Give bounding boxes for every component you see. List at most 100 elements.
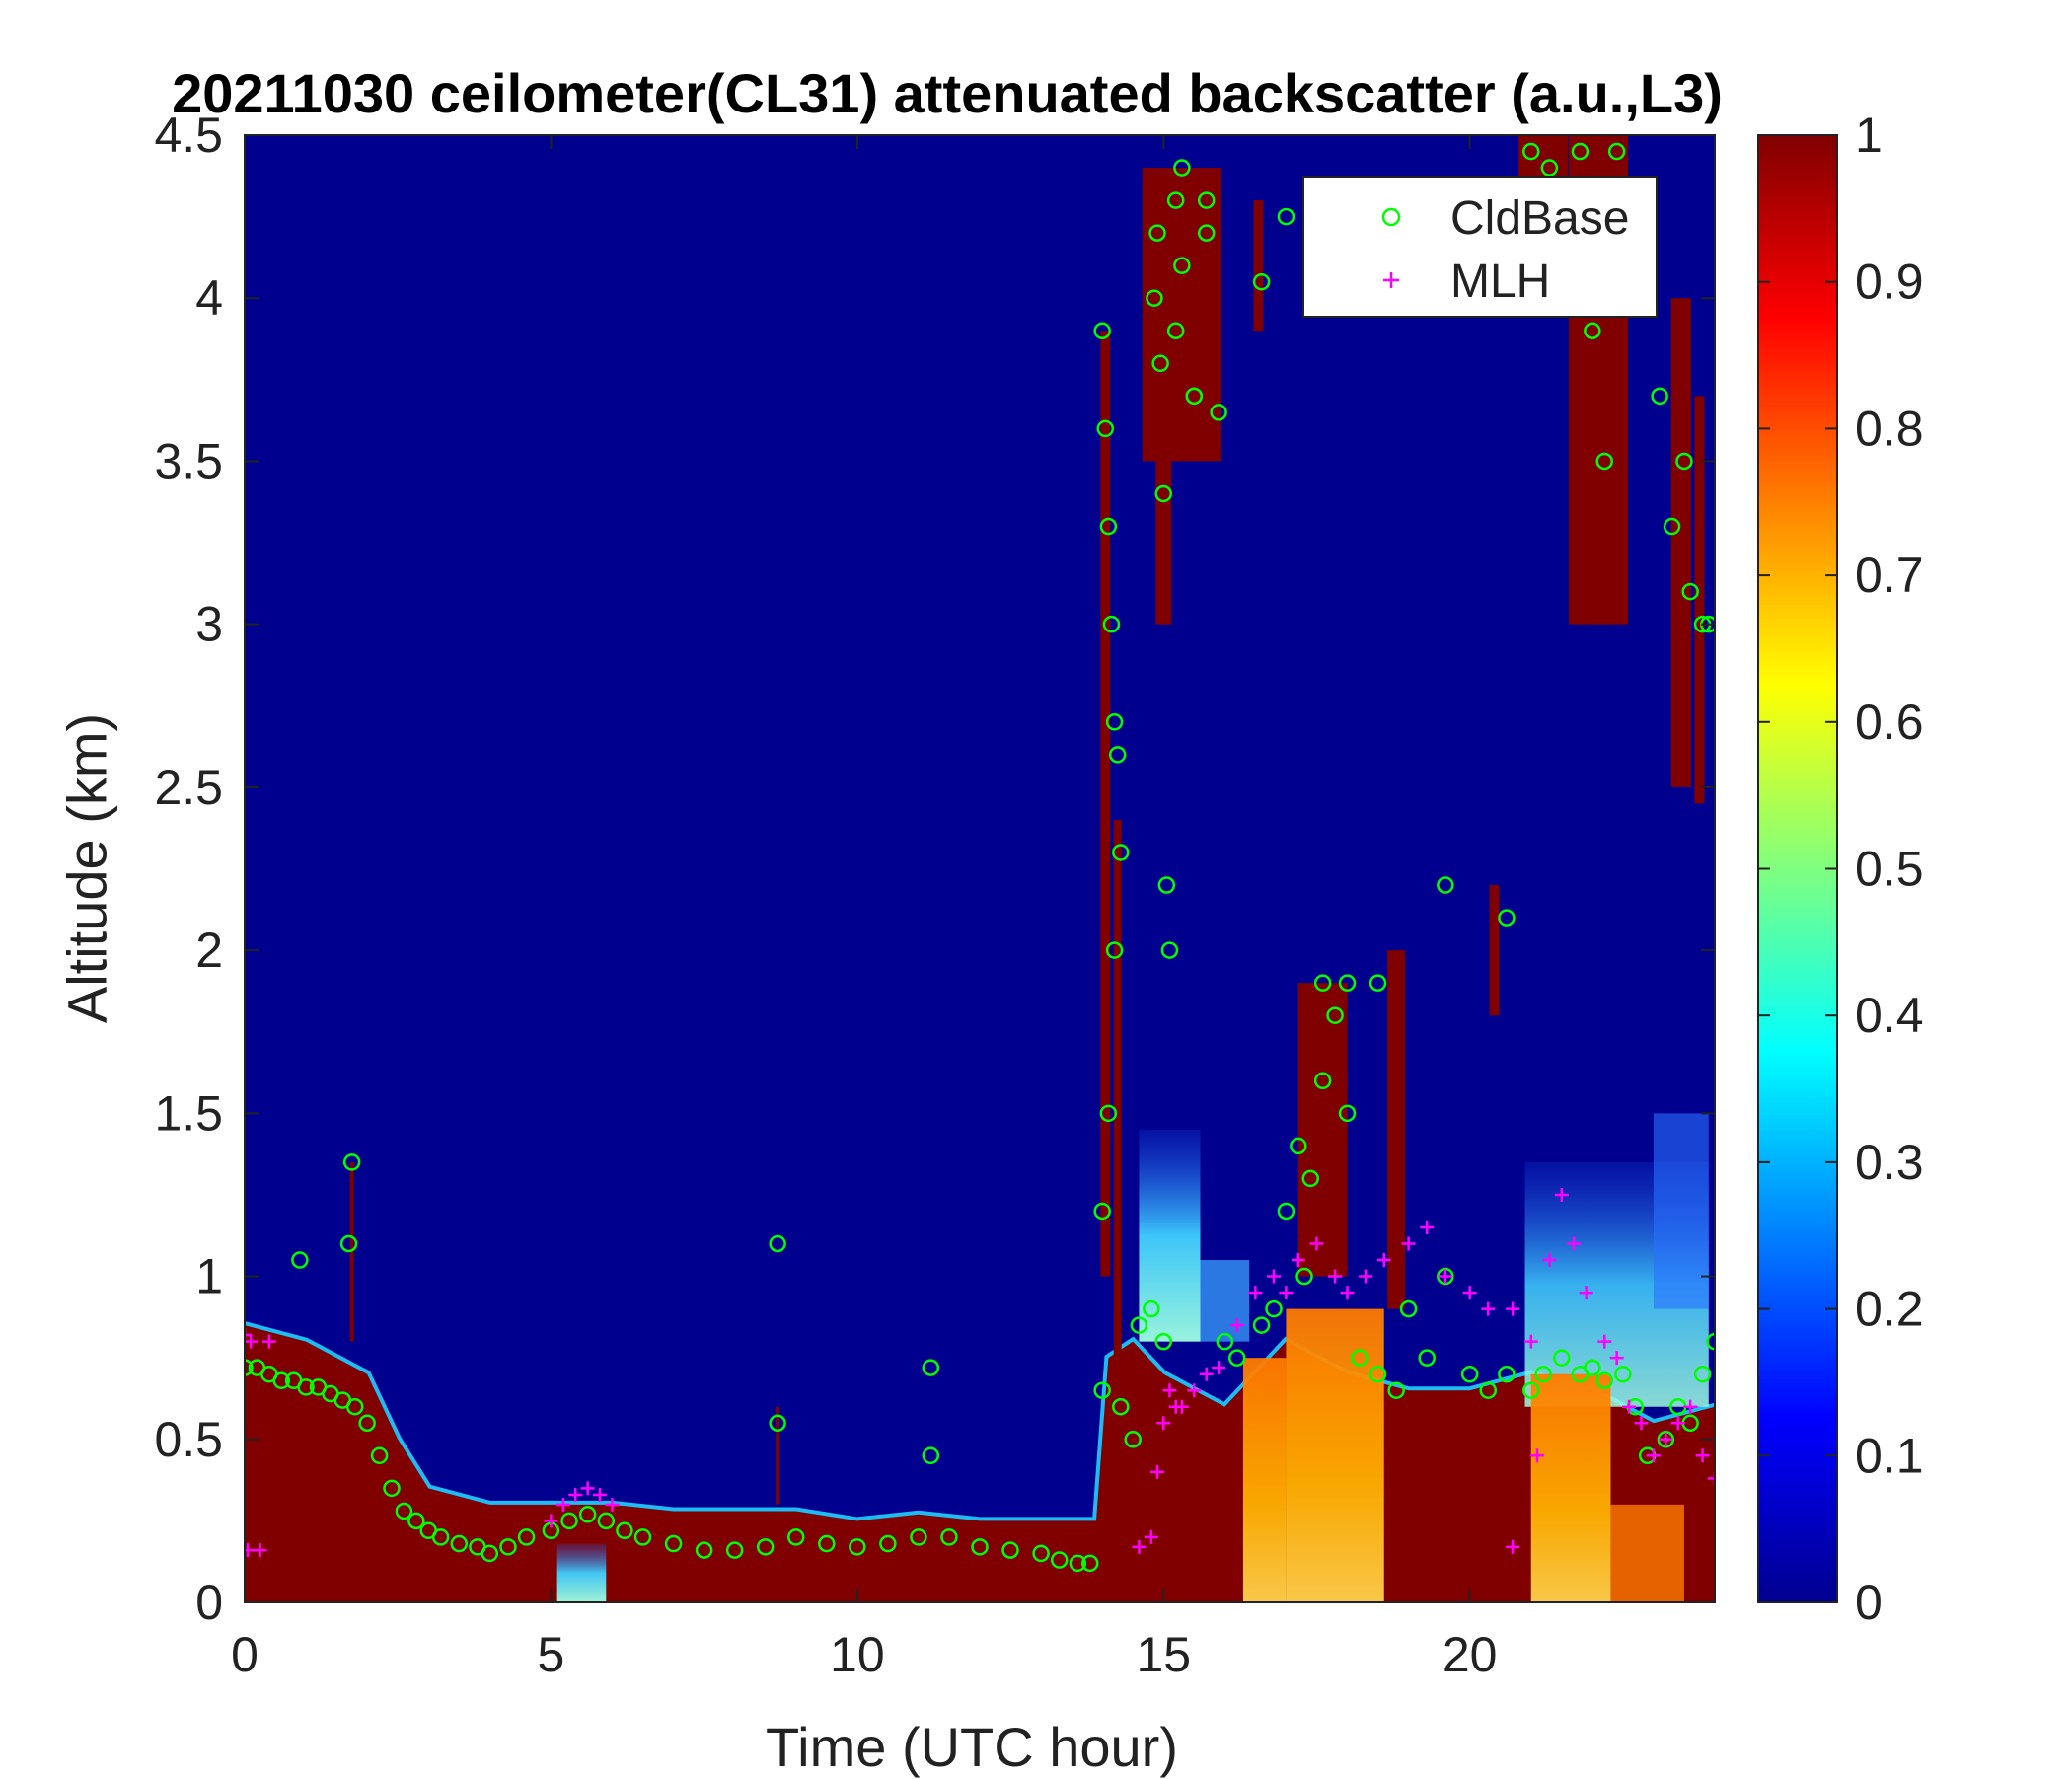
cldbase-point — [1277, 1202, 1295, 1221]
cldbase-point — [1437, 876, 1454, 894]
cldbase-point — [1498, 1365, 1516, 1383]
cldbase-point — [1614, 1365, 1632, 1383]
mlh-point — [1328, 1269, 1343, 1284]
y-tick-label: 4 — [195, 270, 223, 326]
y-tick-label: 0 — [195, 1575, 223, 1630]
cldbase-point — [1154, 484, 1172, 503]
cldbase-point — [1146, 289, 1163, 307]
mlh-point — [1174, 1399, 1189, 1414]
warm-column — [1530, 1373, 1611, 1602]
warm-column — [1286, 1308, 1384, 1602]
cldbase-point — [1540, 159, 1559, 177]
cloud-streak — [1100, 331, 1111, 1277]
mlh-point — [253, 1543, 267, 1558]
cldbase-point — [1130, 1316, 1148, 1334]
cldbase-point — [787, 1528, 805, 1546]
mlh-point — [544, 1514, 558, 1528]
colorbar-tick-label: 0 — [1855, 1575, 1883, 1630]
mlh-point — [1279, 1286, 1294, 1300]
colorbar-tick-label: 0.2 — [1855, 1282, 1924, 1337]
cldbase-point — [1151, 354, 1169, 373]
y-tick-label: 1.5 — [154, 1085, 223, 1141]
mlh-point — [1579, 1286, 1593, 1300]
warm-column — [1242, 1358, 1287, 1602]
colorbar-tick-label: 0.4 — [1855, 988, 1924, 1043]
mlh-point — [1462, 1286, 1477, 1300]
cldbase-point — [879, 1534, 897, 1553]
mlh-point — [1622, 1399, 1637, 1414]
mlh-point — [1438, 1269, 1452, 1284]
x-tick-label: 20 — [1443, 1627, 1498, 1682]
x-axis-label: Time (UTC hour) — [766, 1716, 1178, 1778]
colorbar-tick-label: 0.9 — [1855, 255, 1924, 310]
cldbase-point — [1522, 142, 1540, 161]
cldbase-point — [1437, 1267, 1454, 1286]
y-tick-label: 4.5 — [154, 108, 223, 163]
cldbase-point — [1148, 224, 1166, 242]
mlh-point — [1683, 1399, 1698, 1414]
plot-frame — [244, 134, 1716, 1603]
cldbase-point — [560, 1512, 578, 1530]
mlh-point — [1132, 1539, 1147, 1554]
mlh-point — [261, 1334, 276, 1349]
cldbase-point — [1657, 1431, 1675, 1448]
mlh-point — [1150, 1464, 1165, 1479]
cldbase-point — [1185, 387, 1204, 406]
cldbase-point — [633, 1528, 652, 1546]
legend-label: CldBase — [1450, 192, 1630, 245]
cldbase-point — [922, 1359, 940, 1376]
cldbase-point — [616, 1521, 633, 1540]
cldbase-point — [450, 1534, 469, 1553]
cldbase-point — [1102, 615, 1121, 633]
cloud-streak — [1142, 168, 1221, 462]
cldbase-point — [499, 1538, 517, 1556]
aerosol-region — [1139, 1129, 1201, 1342]
cldbase-point — [1166, 191, 1185, 209]
cldbase-point — [1173, 159, 1191, 177]
cldbase-point — [1265, 1299, 1283, 1318]
cldbase-point — [597, 1512, 616, 1530]
cldbase-point — [940, 1528, 958, 1546]
cldbase-point — [664, 1534, 683, 1553]
cldbase-point — [1693, 1365, 1712, 1383]
cldbase-point — [1326, 1006, 1344, 1024]
cldbase-point — [1706, 1332, 1715, 1351]
heatmap-layer — [245, 135, 1715, 1602]
mlh-point — [1634, 1416, 1649, 1431]
aerosol-region — [1653, 1113, 1709, 1309]
cldbase-point — [971, 1538, 989, 1556]
cloud-streak — [1253, 200, 1264, 332]
mlh-point — [1481, 1301, 1496, 1316]
cldbase-point — [1301, 1169, 1319, 1188]
marker-layer — [245, 142, 1715, 1573]
mlh-point — [1708, 1471, 1715, 1486]
cldbase-point — [725, 1541, 744, 1559]
cldbase-point — [1210, 404, 1227, 421]
cldbase-point — [339, 1234, 358, 1253]
mlh-point — [1340, 1286, 1355, 1300]
mlh-point — [1212, 1361, 1226, 1375]
cldbase-point — [1032, 1544, 1050, 1563]
cldbase-point — [297, 1378, 315, 1396]
cldbase-point — [1105, 713, 1124, 731]
y-tick-label: 3.5 — [154, 433, 223, 488]
mlh-point — [555, 1497, 570, 1512]
cldbase-point — [272, 1371, 290, 1390]
aerosol-region — [556, 1543, 607, 1602]
cldbase-point — [517, 1528, 536, 1546]
cldbase-point — [245, 1359, 254, 1376]
mlh-point — [1156, 1416, 1171, 1431]
cldbase-point — [1522, 1381, 1540, 1399]
cldbase-point — [1252, 1316, 1271, 1334]
cldbase-point — [1157, 876, 1176, 894]
cldbase-point — [1093, 1202, 1111, 1221]
cldbase-point — [1277, 207, 1295, 226]
legend-item-mlh: MLH — [1304, 251, 1656, 310]
cldbase-point — [818, 1534, 836, 1553]
cldbase-point — [695, 1541, 713, 1559]
mlh-point — [1695, 1448, 1710, 1463]
cldbase-point — [1369, 1365, 1387, 1383]
cldbase-point — [1081, 1554, 1099, 1573]
